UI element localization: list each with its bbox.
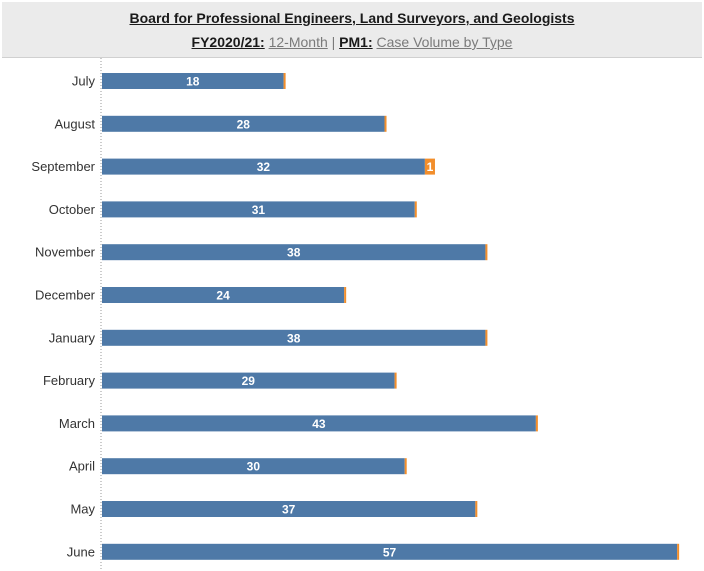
bar-value-label: 57 xyxy=(383,545,397,559)
bar-primary xyxy=(102,415,536,432)
category-label: April xyxy=(69,459,95,474)
bar-primary xyxy=(102,201,415,218)
bar-primary xyxy=(102,158,425,175)
bar-secondary xyxy=(535,415,538,432)
bar-chart: July 18 August 28 September 32 1 October 31 Novem… xyxy=(0,58,704,571)
bar-secondary xyxy=(404,458,407,475)
chart-title: Board for Professional Engineers, Land S… xyxy=(129,10,575,26)
fiscal-year-value[interactable]: 12-Month xyxy=(268,34,328,50)
bar-value-label: 37 xyxy=(282,503,296,517)
bar-secondary xyxy=(394,372,397,389)
category-label: June xyxy=(67,544,95,559)
category-label: August xyxy=(55,116,96,131)
category-label: December xyxy=(35,288,96,303)
bar-value-label: 18 xyxy=(186,75,200,89)
category-label: February xyxy=(43,373,96,388)
bar-value-label: 29 xyxy=(242,374,256,388)
chart-header: Board for Professional Engineers, Land S… xyxy=(2,2,702,58)
category-label: September xyxy=(31,159,95,174)
bar-value-label: 24 xyxy=(216,289,230,303)
bar-value-label: 32 xyxy=(257,160,271,174)
bar-primary xyxy=(102,501,476,517)
bar-primary xyxy=(102,329,486,346)
bar-value-label: 31 xyxy=(252,203,266,217)
bar-secondary xyxy=(485,244,488,261)
bar-secondary xyxy=(475,501,478,517)
category-label: October xyxy=(49,202,96,217)
bar-primary xyxy=(102,287,345,303)
bar-primary xyxy=(102,115,385,132)
bar-secondary xyxy=(283,73,286,89)
bar-secondary xyxy=(485,329,488,346)
category-label: March xyxy=(59,416,95,431)
chart-svg: July 18 August 28 September 32 1 October 31 Novem… xyxy=(31,58,680,571)
bar-value-label: 43 xyxy=(312,417,326,431)
bar-secondary-value-label: 1 xyxy=(427,160,434,174)
bar-primary xyxy=(102,244,486,261)
measure-label: PM1: xyxy=(339,34,373,50)
bar-secondary xyxy=(677,543,680,560)
bar-secondary xyxy=(384,115,387,132)
bar-value-label: 30 xyxy=(247,460,261,474)
chart-subtitle: FY2020/21: 12-Month | PM1: Case Volume b… xyxy=(2,34,702,50)
bar-primary xyxy=(102,458,405,475)
bar-secondary xyxy=(344,287,347,303)
category-label: November xyxy=(35,245,96,260)
category-label: January xyxy=(49,330,96,345)
bar-value-label: 38 xyxy=(287,331,301,345)
bar-value-label: 28 xyxy=(237,117,251,131)
bar-secondary xyxy=(424,158,435,175)
bar-primary xyxy=(102,73,284,89)
category-label: July xyxy=(72,74,96,89)
measure-value[interactable]: Case Volume by Type xyxy=(376,34,513,50)
category-label: May xyxy=(70,502,95,517)
bar-primary xyxy=(102,372,395,389)
subtitle-separator: | xyxy=(331,34,336,50)
fiscal-year-label: FY2020/21: xyxy=(191,34,265,50)
bar-secondary xyxy=(414,201,417,218)
bar-value-label: 38 xyxy=(287,246,301,260)
bar-primary xyxy=(102,543,678,560)
